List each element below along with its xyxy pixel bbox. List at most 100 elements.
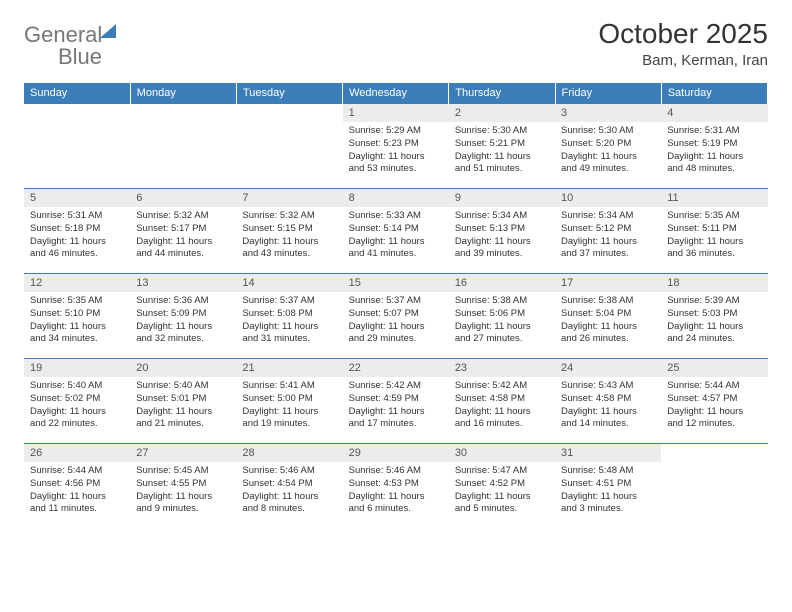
weekday-header: Thursday (449, 83, 555, 104)
day-body: Sunrise: 5:32 AMSunset: 5:17 PMDaylight:… (130, 207, 236, 265)
day-body: Sunrise: 5:45 AMSunset: 4:55 PMDaylight:… (130, 462, 236, 520)
day-body: Sunrise: 5:43 AMSunset: 4:58 PMDaylight:… (555, 377, 661, 435)
calendar-cell: 25Sunrise: 5:44 AMSunset: 4:57 PMDayligh… (661, 359, 767, 444)
calendar-row: 5Sunrise: 5:31 AMSunset: 5:18 PMDaylight… (24, 189, 768, 274)
day-body: Sunrise: 5:46 AMSunset: 4:54 PMDaylight:… (236, 462, 342, 520)
sunset-text: Sunset: 4:56 PM (30, 478, 124, 491)
sunset-text: Sunset: 5:03 PM (667, 308, 761, 321)
weekday-header: Friday (555, 83, 661, 104)
day-body: Sunrise: 5:34 AMSunset: 5:13 PMDaylight:… (449, 207, 555, 265)
calendar-cell: 21Sunrise: 5:41 AMSunset: 5:00 PMDayligh… (236, 359, 342, 444)
day-body: Sunrise: 5:42 AMSunset: 4:59 PMDaylight:… (343, 377, 449, 435)
sunset-text: Sunset: 5:04 PM (561, 308, 655, 321)
day-body: Sunrise: 5:46 AMSunset: 4:53 PMDaylight:… (343, 462, 449, 520)
day-number: 29 (343, 444, 449, 462)
sunrise-text: Sunrise: 5:46 AM (349, 465, 443, 478)
day-body: Sunrise: 5:29 AMSunset: 5:23 PMDaylight:… (343, 122, 449, 180)
day-number: 4 (661, 104, 767, 122)
sunset-text: Sunset: 5:21 PM (455, 138, 549, 151)
day-number: 27 (130, 444, 236, 462)
day-body: Sunrise: 5:47 AMSunset: 4:52 PMDaylight:… (449, 462, 555, 520)
weekday-header: Tuesday (236, 83, 342, 104)
calendar-cell: 30Sunrise: 5:47 AMSunset: 4:52 PMDayligh… (449, 444, 555, 529)
day-body: Sunrise: 5:33 AMSunset: 5:14 PMDaylight:… (343, 207, 449, 265)
sunset-text: Sunset: 5:15 PM (242, 223, 336, 236)
daylight-text: Daylight: 11 hours and 49 minutes. (561, 151, 655, 177)
calendar-cell: 4Sunrise: 5:31 AMSunset: 5:19 PMDaylight… (661, 104, 767, 189)
day-body: Sunrise: 5:44 AMSunset: 4:56 PMDaylight:… (24, 462, 130, 520)
logo-text-blue: Blue (24, 44, 102, 69)
daylight-text: Daylight: 11 hours and 3 minutes. (561, 491, 655, 517)
sunrise-text: Sunrise: 5:35 AM (30, 295, 124, 308)
sunset-text: Sunset: 4:54 PM (242, 478, 336, 491)
day-body: Sunrise: 5:39 AMSunset: 5:03 PMDaylight:… (661, 292, 767, 350)
sunrise-text: Sunrise: 5:37 AM (349, 295, 443, 308)
calendar-cell: 3Sunrise: 5:30 AMSunset: 5:20 PMDaylight… (555, 104, 661, 189)
day-number: 20 (130, 359, 236, 377)
daylight-text: Daylight: 11 hours and 48 minutes. (667, 151, 761, 177)
calendar-cell: 6Sunrise: 5:32 AMSunset: 5:17 PMDaylight… (130, 189, 236, 274)
day-number: 12 (24, 274, 130, 292)
calendar-cell: 31Sunrise: 5:48 AMSunset: 4:51 PMDayligh… (555, 444, 661, 529)
sunset-text: Sunset: 5:12 PM (561, 223, 655, 236)
day-body: Sunrise: 5:36 AMSunset: 5:09 PMDaylight:… (130, 292, 236, 350)
day-number: 15 (343, 274, 449, 292)
sunset-text: Sunset: 4:55 PM (136, 478, 230, 491)
calendar-cell: 13Sunrise: 5:36 AMSunset: 5:09 PMDayligh… (130, 274, 236, 359)
calendar-row: 26Sunrise: 5:44 AMSunset: 4:56 PMDayligh… (24, 444, 768, 529)
day-body: Sunrise: 5:34 AMSunset: 5:12 PMDaylight:… (555, 207, 661, 265)
calendar-row: 19Sunrise: 5:40 AMSunset: 5:02 PMDayligh… (24, 359, 768, 444)
weekday-header: Wednesday (343, 83, 449, 104)
day-number: 23 (449, 359, 555, 377)
weekday-header: Sunday (24, 83, 130, 104)
sunrise-text: Sunrise: 5:42 AM (349, 380, 443, 393)
day-body: Sunrise: 5:38 AMSunset: 5:04 PMDaylight:… (555, 292, 661, 350)
day-number: 25 (661, 359, 767, 377)
sunrise-text: Sunrise: 5:40 AM (136, 380, 230, 393)
calendar-cell: 15Sunrise: 5:37 AMSunset: 5:07 PMDayligh… (343, 274, 449, 359)
weekday-header: Monday (130, 83, 236, 104)
sunset-text: Sunset: 5:08 PM (242, 308, 336, 321)
day-number: 8 (343, 189, 449, 207)
calendar-cell (661, 444, 767, 529)
calendar-cell: 1Sunrise: 5:29 AMSunset: 5:23 PMDaylight… (343, 104, 449, 189)
calendar-table: Sunday Monday Tuesday Wednesday Thursday… (24, 83, 768, 529)
day-body: Sunrise: 5:35 AMSunset: 5:11 PMDaylight:… (661, 207, 767, 265)
location-subtitle: Bam, Kerman, Iran (598, 52, 768, 69)
daylight-text: Daylight: 11 hours and 39 minutes. (455, 236, 549, 262)
day-number: 7 (236, 189, 342, 207)
day-body: Sunrise: 5:41 AMSunset: 5:00 PMDaylight:… (236, 377, 342, 435)
daylight-text: Daylight: 11 hours and 27 minutes. (455, 321, 549, 347)
day-number: 1 (343, 104, 449, 122)
day-number: 26 (24, 444, 130, 462)
sunrise-text: Sunrise: 5:38 AM (455, 295, 549, 308)
day-number: 16 (449, 274, 555, 292)
sunrise-text: Sunrise: 5:29 AM (349, 125, 443, 138)
sunset-text: Sunset: 5:10 PM (30, 308, 124, 321)
daylight-text: Daylight: 11 hours and 11 minutes. (30, 491, 124, 517)
daylight-text: Daylight: 11 hours and 29 minutes. (349, 321, 443, 347)
day-number: 5 (24, 189, 130, 207)
day-body: Sunrise: 5:30 AMSunset: 5:21 PMDaylight:… (449, 122, 555, 180)
daylight-text: Daylight: 11 hours and 8 minutes. (242, 491, 336, 517)
sunrise-text: Sunrise: 5:37 AM (242, 295, 336, 308)
sunrise-text: Sunrise: 5:34 AM (455, 210, 549, 223)
calendar-cell (24, 104, 130, 189)
sunset-text: Sunset: 4:59 PM (349, 393, 443, 406)
sunrise-text: Sunrise: 5:30 AM (455, 125, 549, 138)
day-number: 10 (555, 189, 661, 207)
calendar-cell: 26Sunrise: 5:44 AMSunset: 4:56 PMDayligh… (24, 444, 130, 529)
sunrise-text: Sunrise: 5:46 AM (242, 465, 336, 478)
sunset-text: Sunset: 5:17 PM (136, 223, 230, 236)
calendar-row: 1Sunrise: 5:29 AMSunset: 5:23 PMDaylight… (24, 104, 768, 189)
daylight-text: Daylight: 11 hours and 9 minutes. (136, 491, 230, 517)
daylight-text: Daylight: 11 hours and 34 minutes. (30, 321, 124, 347)
day-number: 3 (555, 104, 661, 122)
daylight-text: Daylight: 11 hours and 12 minutes. (667, 406, 761, 432)
calendar-header-row: Sunday Monday Tuesday Wednesday Thursday… (24, 83, 768, 104)
logo: GeneralBlue (24, 18, 116, 68)
sunrise-text: Sunrise: 5:32 AM (242, 210, 336, 223)
calendar-cell: 23Sunrise: 5:42 AMSunset: 4:58 PMDayligh… (449, 359, 555, 444)
sunrise-text: Sunrise: 5:36 AM (136, 295, 230, 308)
daylight-text: Daylight: 11 hours and 46 minutes. (30, 236, 124, 262)
